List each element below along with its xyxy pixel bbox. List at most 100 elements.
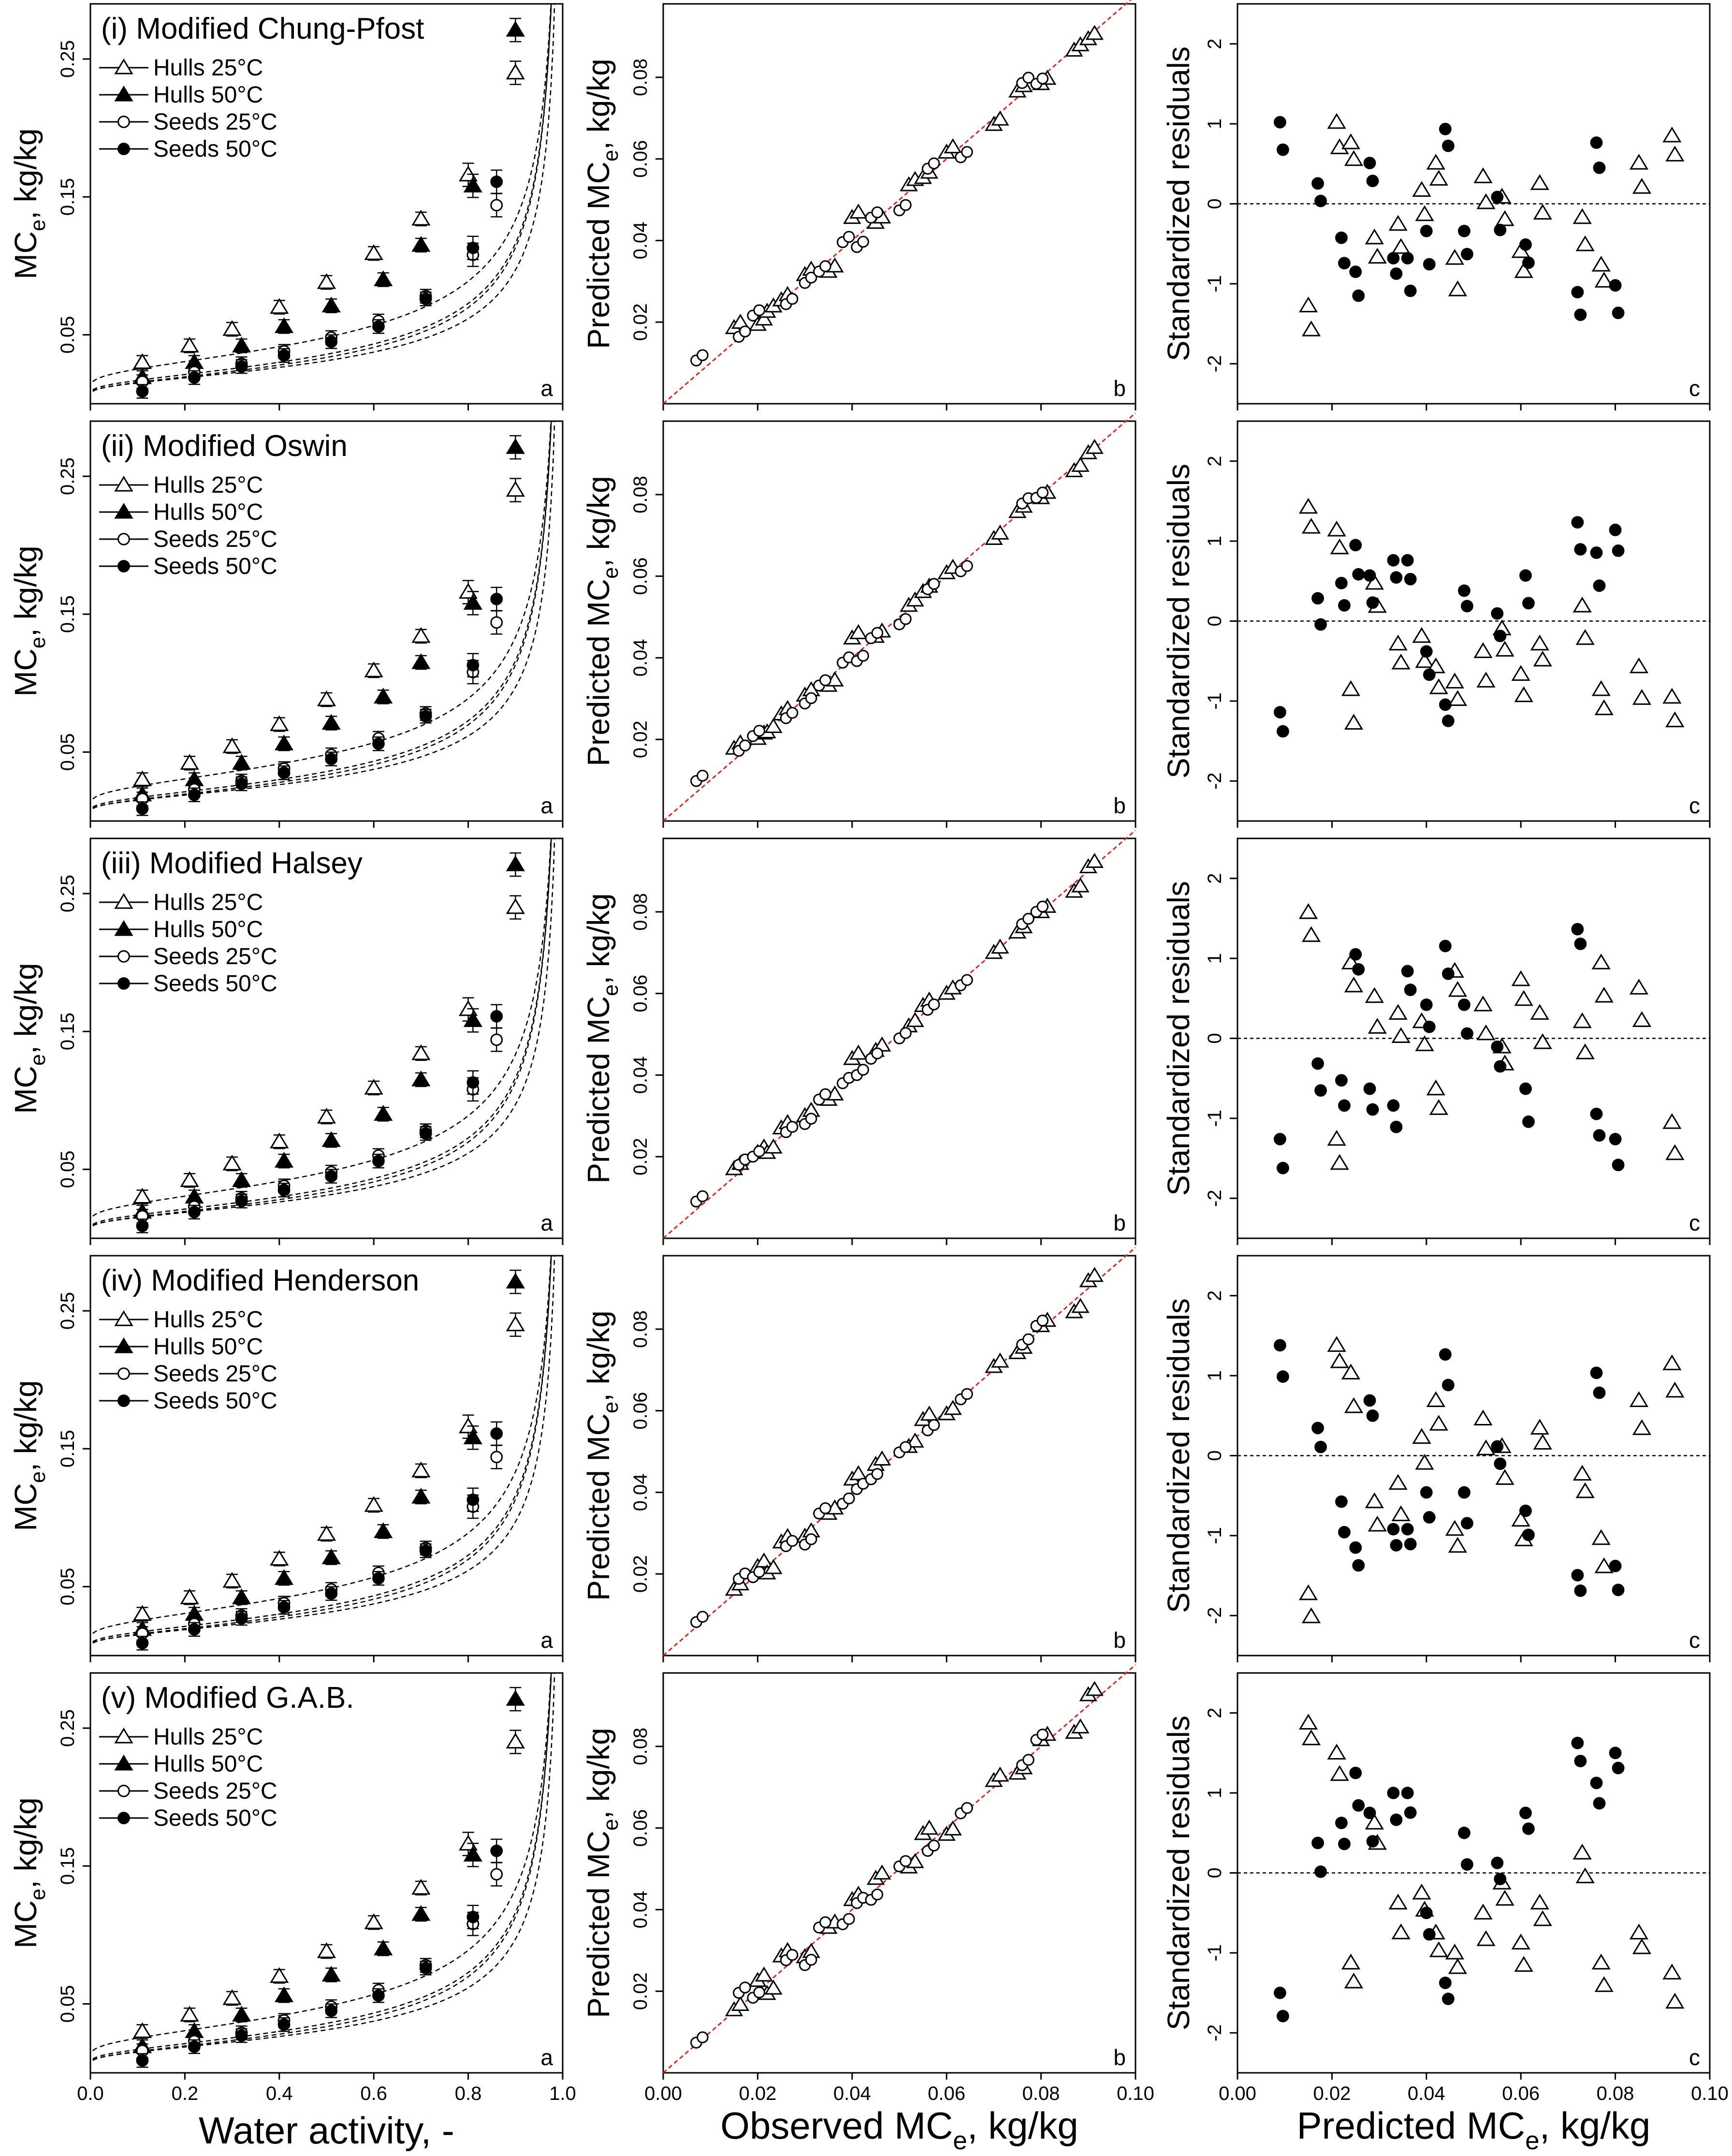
- x-tick-label: 0.00: [644, 2083, 682, 2104]
- data-point: [321, 714, 341, 730]
- data-point: [222, 1571, 242, 1588]
- data-point: [1575, 629, 1595, 645]
- data-point: [1352, 1799, 1365, 1812]
- data-point: [222, 1989, 242, 2005]
- y-tick-label: 1: [1204, 536, 1225, 546]
- data-point: [1495, 1890, 1514, 1906]
- data-point: [1594, 1976, 1614, 1992]
- data-point: [1665, 1993, 1685, 2009]
- data-point: [1519, 1082, 1532, 1095]
- data-point: [1423, 1511, 1436, 1524]
- x-tick-label: 0.10: [1117, 2083, 1154, 2104]
- data-point: [1593, 1386, 1606, 1399]
- data-point: [1363, 157, 1376, 170]
- data-point: [1491, 607, 1504, 620]
- y-tick-label: 0.08: [630, 893, 651, 931]
- data-point: [1388, 215, 1408, 231]
- data-point: [506, 855, 525, 871]
- data-point: [1366, 175, 1379, 188]
- y-tick-label: 1: [1204, 118, 1225, 129]
- data-point: [1662, 688, 1682, 704]
- data-point: [1022, 912, 1034, 925]
- data-point: [1330, 1154, 1349, 1170]
- data-point: [1575, 1482, 1595, 1498]
- data-point: [819, 674, 831, 687]
- panel-a-row-4: 0.05 0.15 0.25 MCe, kg/kg (iv) Modified Hend…: [8, 1255, 564, 1662]
- data-point: [1441, 1993, 1455, 2005]
- legend-label: Seeds 50°C: [153, 1805, 277, 1831]
- legend-marker: [117, 560, 130, 572]
- data-point: [1533, 650, 1552, 667]
- panel-a-row-1: 0.05 0.15 0.25 MCe, kg/kg (i) Modified Chung…: [8, 3, 564, 411]
- legend-label: Hulls 50°C: [153, 917, 263, 942]
- data-point: [1420, 645, 1433, 658]
- data-point: [1036, 900, 1049, 913]
- y-tick-label: 1: [1204, 1370, 1225, 1381]
- data-point: [764, 1980, 783, 1995]
- data-point: [1420, 1486, 1433, 1499]
- data-point: [1335, 1495, 1348, 1508]
- y-tick-label: -2: [1204, 2024, 1225, 2042]
- legend-label: Hulls 50°C: [153, 82, 263, 108]
- data-point: [321, 1548, 341, 1565]
- panel-b-row-2: 0.02 0.04 0.06 0.08 Predicted MCe, kg/kg b: [581, 412, 1136, 828]
- data-point: [188, 2040, 201, 2053]
- data-point: [270, 1967, 289, 1983]
- data-point: [1458, 1826, 1470, 1839]
- data-point: [1473, 642, 1493, 658]
- y-tick-label: -2: [1204, 1607, 1225, 1625]
- data-point: [1572, 1844, 1592, 1860]
- data-point: [1311, 1836, 1324, 1849]
- data-point: [1511, 1511, 1530, 1527]
- data-point: [1352, 963, 1365, 976]
- y-axis-label: MCe, kg/kg: [8, 128, 50, 279]
- x-tick-label: 0.06: [928, 2083, 965, 2104]
- data-point: [270, 1550, 289, 1566]
- data-point: [1420, 224, 1433, 237]
- data-point: [1022, 1333, 1034, 1346]
- data-point: [1530, 634, 1549, 651]
- y-axis-label: Predicted MCe, kg/kg: [581, 1310, 623, 1600]
- data-point: [753, 304, 765, 317]
- data-point: [1439, 698, 1452, 711]
- data-point: [944, 138, 962, 154]
- data-point: [1662, 1113, 1682, 1129]
- data-point: [188, 1623, 201, 1636]
- y-axis-label: Standardized residuals: [1161, 881, 1196, 1196]
- data-point: [277, 1184, 291, 1197]
- series-seeds: [1274, 1339, 1625, 1597]
- model-curve: [92, 838, 552, 1227]
- data-point: [235, 2029, 248, 2042]
- legend-label: Hulls 25°C: [153, 890, 263, 915]
- data-point: [1388, 634, 1408, 651]
- data-point: [374, 1522, 393, 1538]
- data-point: [1629, 154, 1649, 170]
- data-point: [1391, 1027, 1411, 1043]
- data-point: [1368, 248, 1387, 264]
- y-axis-label: Predicted MCe, kg/kg: [581, 59, 623, 349]
- data-point: [805, 1533, 817, 1545]
- panel-letter: b: [1113, 1628, 1126, 1653]
- data-point: [786, 293, 799, 305]
- data-point: [1590, 136, 1603, 149]
- y-tick-label: -1: [1204, 1527, 1225, 1544]
- data-point: [944, 1400, 962, 1415]
- data-point: [819, 1916, 831, 1928]
- data-point: [1662, 1964, 1682, 1980]
- panel-letter: c: [1689, 1210, 1700, 1235]
- data-point: [739, 1981, 751, 1994]
- data-point: [1085, 1681, 1104, 1696]
- legend-marker: [114, 502, 133, 519]
- data-point: [1439, 1977, 1452, 1989]
- data-point: [1366, 1103, 1379, 1116]
- y-axis-label: Standardized residuals: [1161, 46, 1196, 361]
- data-point: [753, 1145, 765, 1158]
- legend-label: Seeds 25°C: [153, 527, 277, 552]
- data-point: [1314, 1440, 1327, 1453]
- data-point: [755, 310, 773, 326]
- y-tick-label: -2: [1204, 773, 1225, 790]
- data-point: [1609, 1133, 1622, 1145]
- data-point: [317, 1107, 336, 1124]
- data-point: [1423, 1928, 1436, 1941]
- legend-label: Hulls 50°C: [153, 499, 263, 525]
